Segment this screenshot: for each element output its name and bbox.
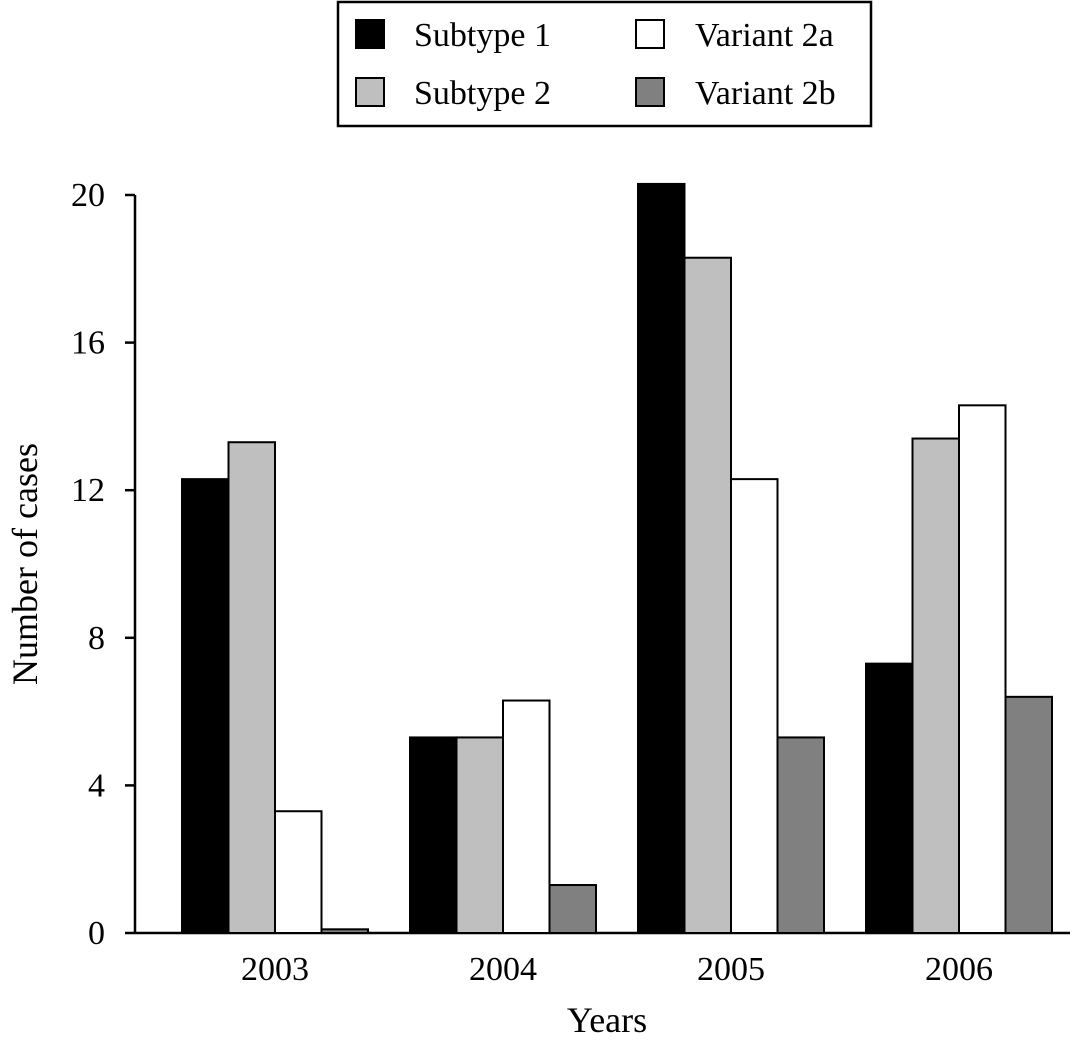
y-tick-label: 16 — [71, 325, 105, 362]
bar-2004-variant-2a — [502, 699, 551, 935]
bar-2005-variant-2a — [730, 478, 779, 934]
legend-swatch — [635, 77, 665, 107]
legend-label: Variant 2a — [695, 17, 834, 54]
y-tick-label: 0 — [88, 915, 105, 952]
legend: Subtype 1 Subtype 2 Variant 2a Variant 2b — [336, 0, 873, 128]
bar-2005-variant-2b — [776, 736, 825, 934]
bar-2004-variant-2b — [548, 884, 597, 935]
y-tick-label: 4 — [88, 767, 105, 804]
bars — [181, 182, 1053, 935]
y-tick-label: 8 — [88, 620, 105, 657]
bar-2003-subtype-1 — [181, 478, 230, 934]
bar-2006-subtype-2 — [911, 437, 960, 934]
bar-2005-subtype-2 — [683, 256, 732, 935]
y-tick-label: 20 — [71, 177, 105, 214]
x-tick-label: 2003 — [241, 951, 309, 988]
bar-2003-variant-2a — [274, 810, 323, 934]
bar-2005-subtype-1 — [637, 182, 686, 934]
y-ticks: 0 4 8 12 16 20 — [71, 177, 135, 952]
legend-swatch — [355, 77, 385, 107]
x-tick-label: 2004 — [469, 951, 537, 988]
x-tick-label: 2005 — [697, 951, 765, 988]
bar-2003-subtype-2 — [227, 441, 276, 934]
legend-label: Subtype 1 — [414, 17, 551, 54]
bar-2004-subtype-2 — [455, 736, 504, 934]
y-tick-label: 12 — [71, 472, 105, 509]
legend-label: Variant 2b — [695, 75, 836, 112]
x-axis-title: Years — [567, 1000, 647, 1040]
bar-2003-variant-2b — [320, 928, 369, 934]
legend-swatch — [355, 19, 385, 49]
bar-2006-variant-2b — [1004, 695, 1053, 935]
x-ticks: 2003 2004 2005 2006 — [241, 951, 993, 988]
legend-label: Subtype 2 — [414, 75, 551, 112]
legend-box — [336, 0, 873, 128]
bar-2004-subtype-1 — [409, 736, 458, 934]
x-tick-label: 2006 — [925, 951, 993, 988]
legend-swatch — [635, 19, 665, 49]
y-axis-title: Number of cases — [5, 443, 45, 685]
bar-2006-subtype-1 — [865, 662, 914, 934]
bar-2006-variant-2a — [958, 404, 1007, 934]
